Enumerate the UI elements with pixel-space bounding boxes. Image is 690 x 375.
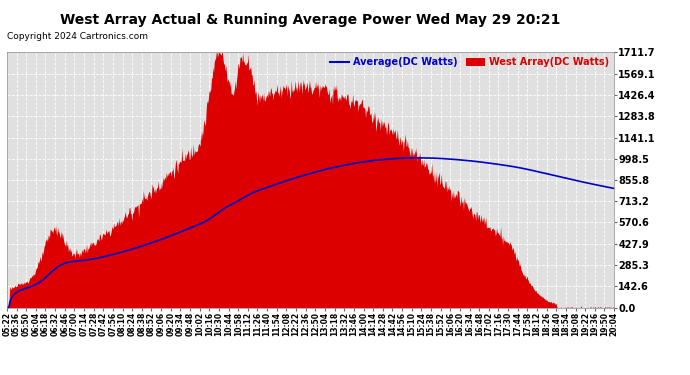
Text: Copyright 2024 Cartronics.com: Copyright 2024 Cartronics.com [7,32,148,41]
Legend: Average(DC Watts), West Array(DC Watts): Average(DC Watts), West Array(DC Watts) [330,57,609,68]
Text: West Array Actual & Running Average Power Wed May 29 20:21: West Array Actual & Running Average Powe… [60,13,561,27]
